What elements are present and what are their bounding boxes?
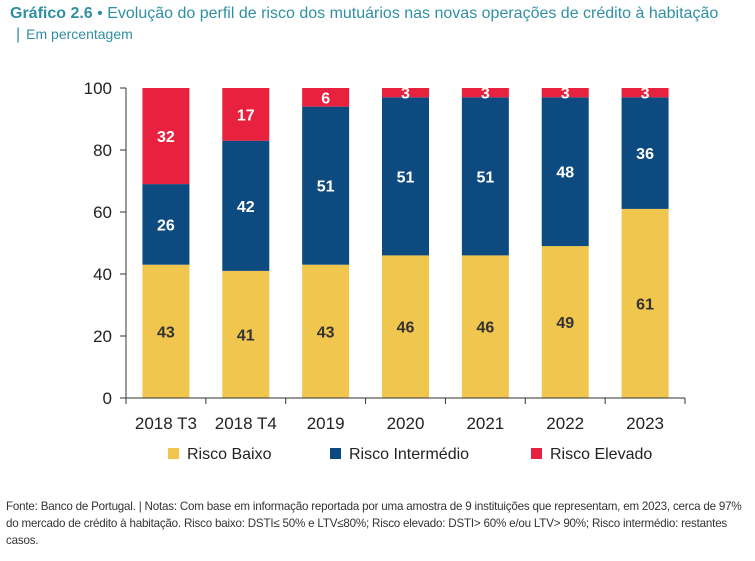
legend-swatch	[168, 448, 179, 459]
legend-label: Risco Baixo	[187, 446, 272, 463]
bar-segment	[222, 88, 270, 141]
bar-segment	[302, 88, 350, 107]
data-label: 46	[476, 320, 494, 337]
x-tick-label: 2020	[387, 414, 425, 433]
bar-segment	[621, 208, 669, 398]
bar-segment	[461, 97, 509, 256]
x-tick-label: 2021	[466, 414, 504, 433]
data-label: 61	[636, 296, 654, 313]
data-label: 51	[317, 179, 335, 196]
bar-segment	[541, 246, 589, 398]
bar-segment	[142, 184, 190, 265]
data-label: 17	[237, 107, 255, 124]
data-label: 32	[157, 129, 175, 146]
data-label: 6	[321, 90, 330, 107]
bar-segment	[302, 106, 350, 265]
x-tick-label: 2018 T4	[215, 414, 277, 433]
data-label: 51	[397, 169, 415, 186]
data-label: 3	[561, 86, 570, 103]
x-tick-label: 2023	[626, 414, 664, 433]
x-tick-label: 2022	[546, 414, 584, 433]
bar-segment	[142, 264, 190, 398]
y-tick-label: 40	[93, 265, 112, 284]
data-label: 3	[401, 86, 410, 103]
bar-segment	[302, 264, 350, 398]
y-tick-label: 60	[93, 203, 112, 222]
bar-segment	[541, 97, 589, 247]
chart-number: Gráfico 2.6	[10, 5, 93, 22]
data-label: 42	[237, 199, 255, 216]
y-tick-label: 100	[84, 79, 112, 98]
bar-segment	[382, 97, 429, 256]
legend-swatch	[330, 448, 341, 459]
data-label: 36	[636, 146, 654, 163]
y-axis: 0 20 40 60 80 100	[84, 79, 127, 408]
y-tick-label: 0	[103, 389, 112, 408]
bar-segment	[382, 88, 429, 98]
bar-segment	[142, 88, 190, 185]
title-text: Evolução do perfil de risco dos mutuário…	[107, 5, 719, 22]
data-label: 46	[397, 320, 415, 337]
footnote: Fonte: Banco de Portugal. | Notas: Com b…	[6, 500, 742, 547]
x-axis: 2018 T3 2018 T4 2019 2020 2021 2022 2023	[125, 397, 686, 433]
bar-segment	[461, 88, 509, 98]
data-label: 41	[237, 327, 255, 344]
chart-title: Gráfico 2.6 • Evolução do perfil de risc…	[10, 4, 750, 45]
legend-label: Risco Elevado	[550, 446, 652, 463]
data-label: 48	[556, 165, 574, 182]
data-label: 26	[157, 217, 175, 234]
data-label: 43	[317, 324, 335, 341]
legend: Risco Baixo Risco Intermédio Risco Elevado	[168, 446, 652, 463]
legend-swatch	[531, 448, 542, 459]
y-tick-label: 20	[93, 327, 112, 346]
bar-segment	[541, 88, 589, 98]
bar-segment	[621, 88, 669, 98]
y-tick-label: 80	[93, 141, 112, 160]
bar-segment	[461, 255, 509, 398]
data-label: 3	[481, 86, 490, 103]
bar-segment	[382, 255, 429, 398]
bar-segment	[222, 270, 270, 398]
chart-subtitle: Em percentagem	[26, 26, 133, 42]
data-label: 51	[476, 169, 494, 186]
data-label: 49	[556, 315, 574, 332]
data-label: 43	[157, 324, 175, 341]
bars: 43 26 32 41 42 17 43 51 6 46 51 3 46 51 3 49 48 3 61 36 3	[142, 86, 669, 398]
x-tick-label: 2019	[307, 414, 345, 433]
x-tick-label: 2018 T3	[135, 414, 197, 433]
data-label: 3	[641, 86, 650, 103]
title-bullet: •	[97, 5, 103, 22]
bar-segment	[222, 140, 270, 271]
bar-segment	[621, 97, 669, 209]
stacked-bar-chart: 0 20 40 60 80 100 43 26 32 41 42 17 43 51 6 46 51 3 46 51 3…	[84, 79, 686, 463]
title-separator: |	[16, 26, 21, 43]
legend-label: Risco Intermédio	[349, 446, 469, 463]
